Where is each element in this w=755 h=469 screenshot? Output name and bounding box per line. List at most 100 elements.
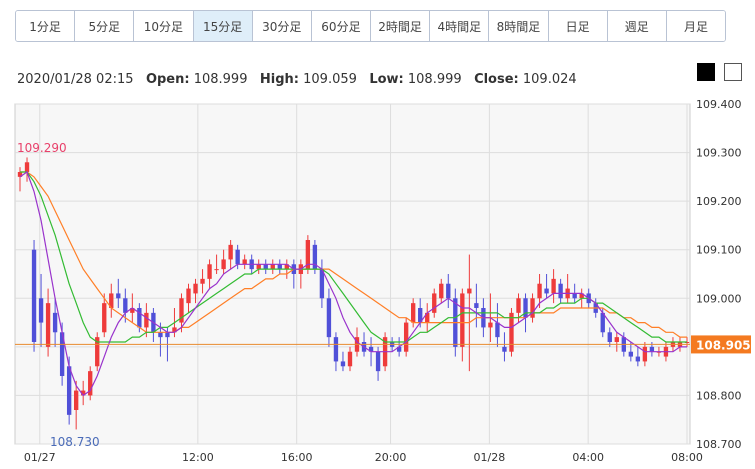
candle-body <box>17 172 23 177</box>
tab-4hour[interactable]: 4時間足 <box>430 11 490 41</box>
light-theme-button[interactable] <box>724 63 742 81</box>
open-label: Open: <box>145 72 190 87</box>
candle-body <box>24 162 30 172</box>
candle-body <box>333 337 339 362</box>
candle-body <box>403 322 409 352</box>
candle-body <box>45 303 51 347</box>
candle-body <box>572 293 577 299</box>
candle-body <box>607 332 612 342</box>
dark-theme-button[interactable] <box>697 63 715 81</box>
tab-monthly[interactable]: 月足 <box>666 11 725 41</box>
candle-body <box>396 346 402 352</box>
tab-1min[interactable]: 1分足 <box>16 11 76 41</box>
candle-body <box>73 390 79 410</box>
candle-body <box>59 332 65 376</box>
candle-body <box>509 312 514 352</box>
candle-body <box>439 283 444 299</box>
candle-body <box>207 264 212 279</box>
candle-body <box>137 308 142 328</box>
candle-body <box>38 298 44 323</box>
candle-body <box>326 298 332 338</box>
tab-5min[interactable]: 5分足 <box>75 11 135 41</box>
x-tick-label: 12:00 <box>182 451 214 464</box>
tab-10min[interactable]: 10分足 <box>134 11 194 41</box>
candle-body <box>179 298 184 323</box>
candle-body <box>628 351 634 357</box>
candle-body <box>31 249 37 342</box>
x-tick-label: 01/28 <box>474 451 506 464</box>
candle-body <box>277 264 282 270</box>
tab-weekly[interactable]: 週足 <box>607 11 667 41</box>
x-tick-label: 20:00 <box>375 451 407 464</box>
tab-2hour[interactable]: 2時間足 <box>371 11 431 41</box>
candle-body <box>242 259 247 265</box>
candle-body <box>579 293 584 299</box>
candle-body <box>256 264 261 270</box>
candle-body <box>649 346 655 352</box>
candle-body <box>165 332 170 338</box>
ma-long-line <box>20 171 687 338</box>
ohlc-datetime: 2020/01/28 02:15 <box>17 72 134 87</box>
candle-body <box>523 298 528 318</box>
x-tick-label: 16:00 <box>281 451 313 464</box>
tab-8hour[interactable]: 8時間足 <box>489 11 549 41</box>
candle-body <box>495 322 500 338</box>
candle-body <box>263 264 268 270</box>
candle-body <box>502 346 507 352</box>
low-label: Low: <box>369 72 404 87</box>
plot-area <box>14 103 691 445</box>
y-tick-label: 108.700 <box>696 438 742 451</box>
candle-body <box>144 312 149 328</box>
candle-body <box>172 327 177 333</box>
candle-body <box>488 322 493 328</box>
y-tick-label: 108.800 <box>696 389 742 402</box>
candle-body <box>228 244 233 260</box>
x-tick-label: 01/27 <box>24 451 56 464</box>
candle-body <box>474 303 479 308</box>
candle-body <box>95 337 100 367</box>
grid-lines <box>15 103 690 445</box>
y-tick-label: 109.400 <box>696 98 742 111</box>
candle-body <box>235 249 240 265</box>
current-price-label: 108.905 <box>696 338 751 352</box>
candle-body <box>109 293 114 308</box>
candle-body <box>635 356 641 362</box>
candle-body <box>193 283 198 294</box>
candle-body <box>446 283 451 299</box>
candle-body <box>81 390 86 396</box>
candle-body <box>516 298 521 313</box>
x-tick-label: 04:00 <box>572 451 604 464</box>
high-annotation: 109.290 <box>17 141 67 155</box>
timeframe-tabs: 1分足 5分足 10分足 15分足 30分足 60分足 2時間足 4時間足 8時… <box>15 10 726 42</box>
low-value: 108.999 <box>407 72 462 87</box>
candle-body <box>530 298 535 318</box>
candle-body <box>614 337 619 342</box>
high-value: 109.059 <box>303 72 357 87</box>
tab-30min[interactable]: 30分足 <box>252 11 312 41</box>
candle-body <box>642 346 648 362</box>
candle-body <box>340 361 346 367</box>
high-label: High: <box>259 72 299 87</box>
y-tick-label: 109.000 <box>696 292 742 305</box>
tab-15min[interactable]: 15分足 <box>193 11 253 41</box>
candle-body <box>66 366 72 415</box>
tab-daily[interactable]: 日足 <box>548 11 608 41</box>
y-tick-label: 109.200 <box>696 195 742 208</box>
candle-body <box>88 371 93 396</box>
candle-body <box>312 244 318 270</box>
candle-body <box>200 278 205 284</box>
candle-body <box>284 264 289 270</box>
tab-60min[interactable]: 60分足 <box>311 11 372 41</box>
candle-body <box>375 351 381 372</box>
candle-body <box>319 269 325 299</box>
candle-body <box>537 283 542 299</box>
ma-short-line <box>19 171 687 397</box>
candle-body <box>425 312 430 323</box>
candle-body <box>52 312 58 333</box>
y-tick-label: 109.100 <box>696 244 742 257</box>
candle-body <box>460 293 465 347</box>
y-axis: 109.400109.300109.200109.100109.000108.9… <box>696 98 742 451</box>
candle-body <box>544 288 549 294</box>
open-value: 108.999 <box>193 72 248 87</box>
